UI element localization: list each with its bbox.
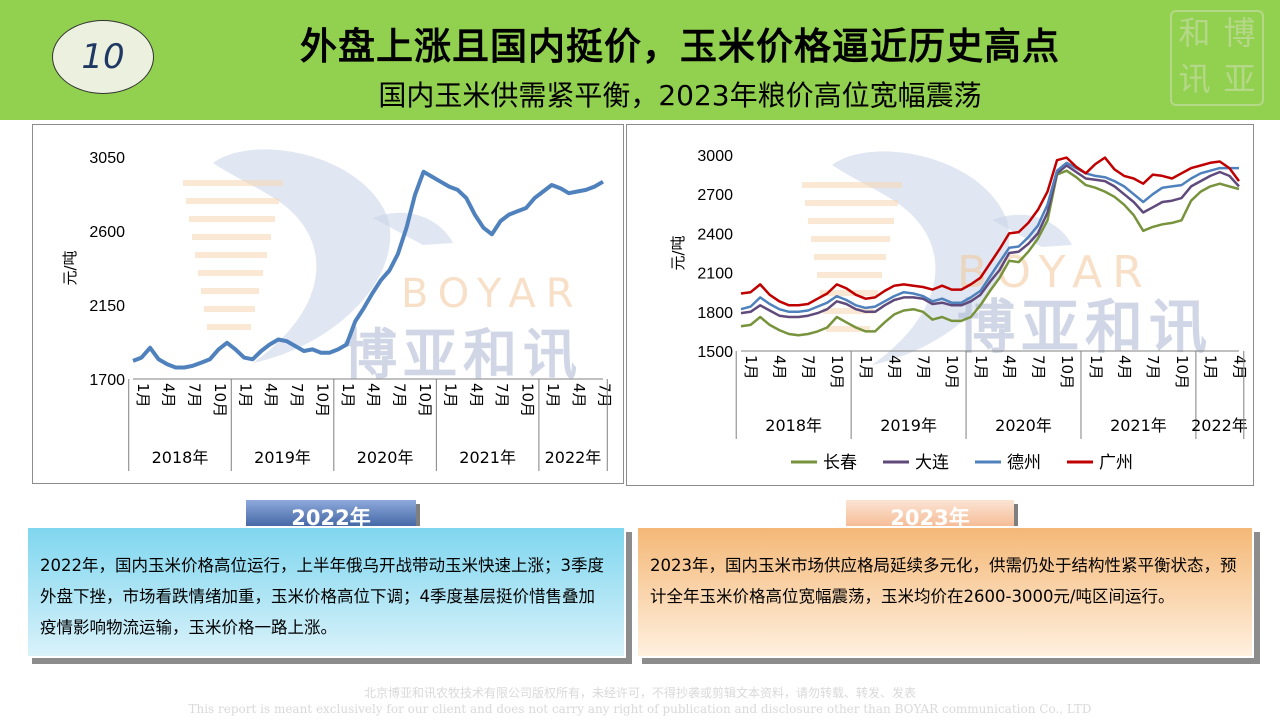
x-month-label: 1月 bbox=[1087, 355, 1105, 380]
y-tick-label: 2150 bbox=[89, 298, 125, 315]
x-month-label: 10月 bbox=[519, 383, 537, 417]
x-year-label: 2022年 bbox=[1191, 416, 1248, 435]
x-month-label: 7月 bbox=[1144, 355, 1162, 380]
x-month-label: 10月 bbox=[416, 383, 434, 417]
legend-label: 广州 bbox=[1099, 453, 1133, 473]
watermark-bird-shape bbox=[832, 151, 1010, 365]
x-month-label: 4月 bbox=[886, 355, 904, 380]
x-year-label: 2022年 bbox=[545, 448, 602, 467]
chart-left-container: BOYAR 博亚和讯 1700 2150 2600 3050 元/吨 1月 4月 7月 10月 1月 4… bbox=[32, 124, 624, 484]
logo-char: 和 bbox=[1178, 14, 1211, 52]
x-month-label: 7月 bbox=[493, 383, 511, 408]
x-month-label: 7月 bbox=[914, 355, 932, 380]
logo-char: 讯 bbox=[1178, 60, 1211, 98]
y-tick-label: 2700 bbox=[697, 187, 733, 204]
x-month-label: 1月 bbox=[134, 383, 152, 408]
x-year-label: 2020年 bbox=[357, 448, 414, 467]
header-bar: 10 外盘上涨且国内挺价，玉米价格逼近历史高点 国内玉米供需紧平衡，2023年粮… bbox=[0, 0, 1280, 120]
x-month-label: 10月 bbox=[1173, 355, 1191, 389]
legend-label: 德州 bbox=[1007, 453, 1041, 473]
x-month-label: 7月 bbox=[1029, 355, 1047, 380]
x-month-label: 1月 bbox=[742, 355, 760, 380]
x-month-label: 7月 bbox=[595, 383, 613, 408]
x-year-label: 2018年 bbox=[765, 416, 822, 435]
x-month-label: 1月 bbox=[237, 383, 255, 408]
corn-price-chart: BOYAR 博亚和讯 1700 2150 2600 3050 元/吨 1月 4月 7月 10月 1月 4… bbox=[61, 149, 623, 471]
panel-2022-text: 2022年，国内玉米价格高位运行，上半年俄乌开战带动玉米快速上涨；3季度外盘下挫… bbox=[40, 556, 604, 637]
series-line-玉米价格 bbox=[132, 169, 604, 370]
x-month-label: 7月 bbox=[390, 383, 408, 408]
y-tick-label: 1500 bbox=[697, 344, 733, 361]
x-month-label: 10月 bbox=[211, 383, 229, 417]
panel-2022-summary: 2022年，国内玉米价格高位运行，上半年俄乌开战带动玉米快速上涨；3季度外盘下挫… bbox=[26, 526, 626, 658]
x-month-label: 7月 bbox=[799, 355, 817, 380]
x-month-label: 10月 bbox=[943, 355, 961, 389]
y-tick-label: 1700 bbox=[89, 372, 125, 389]
series-line-大连 bbox=[740, 164, 1240, 319]
page-subtitle: 国内玉米供需紧平衡，2023年粮价高位宽幅震荡 bbox=[378, 79, 982, 112]
x-month-label: 4月 bbox=[570, 383, 588, 408]
page-title: 外盘上涨且国内挺价，玉米价格逼近历史高点 bbox=[300, 25, 1060, 68]
watermark-bird-head bbox=[373, 212, 453, 245]
y-axis-label: 元/吨 bbox=[669, 235, 687, 270]
page-number-badge: 10 bbox=[52, 20, 154, 94]
x-month-label: 4月 bbox=[467, 383, 485, 408]
x-month-label: 7月 bbox=[185, 383, 203, 408]
series-line-德州 bbox=[740, 161, 1239, 314]
x-year-label: 2020年 bbox=[995, 416, 1052, 435]
x-month-label: 1月 bbox=[857, 355, 875, 380]
x-month-label: 1月 bbox=[339, 383, 357, 408]
x-month-label: 1月 bbox=[1202, 355, 1220, 380]
panel-2023-text: 2023年，国内玉米市场供应格局延续多元化，供需仍处于结构性紧平衡状态，预计全年… bbox=[650, 556, 1237, 606]
x-month-label: 4月 bbox=[262, 383, 280, 408]
y-axis-label: 元/吨 bbox=[61, 250, 79, 285]
series-line-广州 bbox=[740, 156, 1241, 307]
y-tick-label: 2100 bbox=[697, 266, 733, 283]
watermark-chinese-text: 博亚和讯 bbox=[343, 323, 583, 386]
footer-copyright-cn: 北京博亚和讯农牧技术有限公司版权所有，未经许可，不得抄袭或剪辑文本资料，请勿转载… bbox=[363, 686, 916, 700]
x-month-label: 1月 bbox=[442, 383, 460, 408]
x-year-label: 2018年 bbox=[152, 448, 209, 467]
y-tick-label: 3050 bbox=[89, 150, 125, 167]
watermark-boyar-text: BOYAR bbox=[957, 247, 1153, 298]
x-month-label: 7月 bbox=[288, 383, 306, 408]
x-year-label: 2019年 bbox=[254, 448, 311, 467]
x-month-label: 4月 bbox=[1001, 355, 1019, 380]
x-month-label: 4月 bbox=[160, 383, 178, 408]
boyar-seal-logo: 和 博 讯 亚 bbox=[1170, 10, 1264, 106]
x-year-label: 2021年 bbox=[459, 448, 516, 467]
x-month-label: 4月 bbox=[365, 383, 383, 408]
x-month-label: 1月 bbox=[544, 383, 562, 408]
chart-right-container: BOYAR 博亚和讯 1500 1800 2100 2400 2700 3000 元/吨 1月 4月… bbox=[626, 124, 1254, 486]
logo-char: 亚 bbox=[1223, 60, 1256, 98]
y-tick-label: 2400 bbox=[697, 226, 733, 243]
legend-label: 长春 bbox=[823, 453, 857, 473]
y-tick-label: 3000 bbox=[697, 148, 733, 165]
footer-copyright-en: This report is meant exclusively for our… bbox=[188, 702, 1092, 716]
panel-2023-outlook: 2023年，国内玉米市场供应格局延续多元化，供需仍处于结构性紧平衡状态，预计全年… bbox=[636, 526, 1254, 658]
x-month-label: 10月 bbox=[828, 355, 846, 389]
x-year-label: 2021年 bbox=[1110, 416, 1167, 435]
logo-char: 博 bbox=[1223, 14, 1256, 52]
x-month-label: 4月 bbox=[771, 355, 789, 380]
y-tick-label: 2600 bbox=[89, 224, 125, 241]
x-month-label: 10月 bbox=[1058, 355, 1076, 389]
legend-label: 大连 bbox=[915, 453, 949, 473]
x-month-label: 4月 bbox=[1230, 355, 1248, 380]
watermark-boyar-text: BOYAR bbox=[401, 271, 584, 317]
series-line-长春 bbox=[740, 169, 1240, 337]
x-month-label: 4月 bbox=[1116, 355, 1134, 380]
y-tick-label: 1800 bbox=[697, 305, 733, 322]
watermark-chinese-text: 博亚和讯 bbox=[957, 293, 1213, 361]
x-month-label: 10月 bbox=[621, 383, 623, 417]
watermark-bird-shape bbox=[213, 149, 391, 363]
x-month-label: 1月 bbox=[972, 355, 990, 380]
x-year-label: 2019年 bbox=[880, 416, 937, 435]
x-month-label: 10月 bbox=[313, 383, 331, 417]
